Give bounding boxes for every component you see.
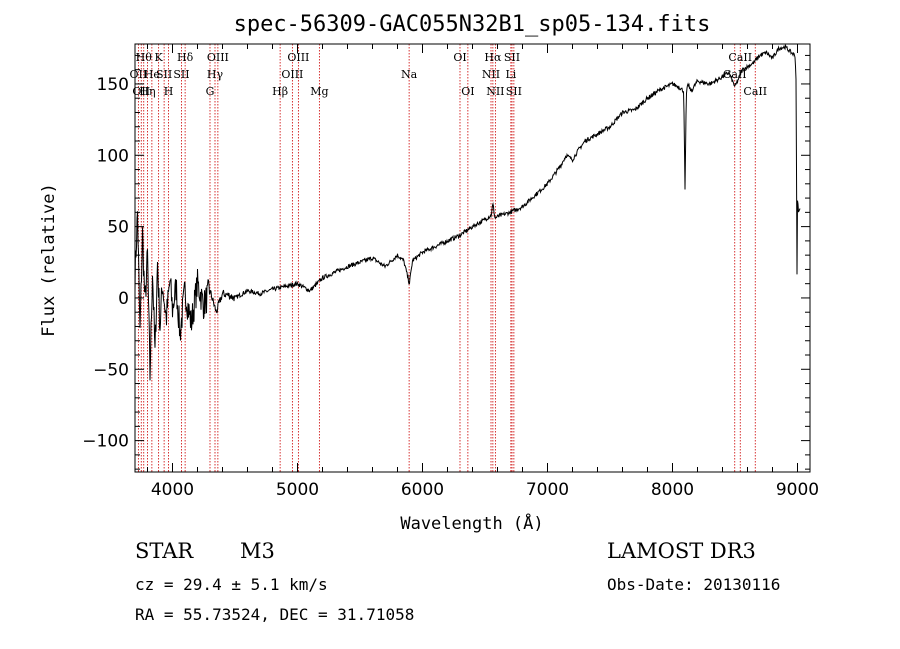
line-marker-label: Hθ (136, 51, 153, 64)
coordinates: RA = 55.73524, DEC = 31.71058 (135, 605, 415, 624)
redshift-velocity: cz = 29.4 ± 5.1 km/s (135, 575, 328, 594)
line-marker-label: NII (482, 68, 500, 81)
x-tick-label: 8000 (651, 480, 694, 500)
y-tick-label: 50 (107, 218, 129, 238)
y-axis-label: Flux (relative) (39, 183, 59, 337)
line-marker-labels: OII OII Hθ Hη He K SII H Hδ SII G Hγ OIII Hβ OIII OIII M… (130, 51, 768, 98)
flux-series-line (134, 43, 801, 381)
line-marker-label: OI (461, 85, 474, 98)
line-marker-label: G (206, 85, 215, 98)
object-subclass: M3 (240, 539, 275, 563)
line-marker-label: OII (130, 68, 148, 81)
line-marker-label: Hη (139, 85, 155, 98)
line-marker-label: K (155, 51, 164, 64)
line-marker-label: OIII (281, 68, 303, 81)
axis-tick-labels: 4000 5000 6000 7000 8000 9000 −100 −50 0 50 100 150 (82, 75, 819, 500)
line-marker-label: Na (401, 68, 418, 81)
line-markers (137, 44, 756, 472)
axis-ticks (135, 44, 810, 472)
object-class: STAR (135, 539, 194, 563)
line-marker-label: Hγ (207, 68, 224, 81)
y-tick-label: −100 (82, 432, 129, 452)
y-tick-label: 100 (97, 146, 129, 166)
line-marker-label: SII (156, 68, 172, 81)
line-marker-label: Li (505, 68, 516, 81)
line-marker-label: H (164, 85, 174, 98)
x-tick-label: 4000 (151, 480, 194, 500)
y-tick-label: 150 (97, 75, 129, 95)
line-marker-label: OIII (207, 51, 229, 64)
line-marker-label: SII (173, 68, 189, 81)
line-marker-label: OI (453, 51, 466, 64)
line-marker-label: SII (504, 51, 520, 64)
x-tick-label: 6000 (401, 480, 444, 500)
line-marker-label: NII (486, 85, 504, 98)
x-axis-label: Wavelength (Å) (400, 512, 543, 534)
y-tick-label: 0 (118, 289, 129, 309)
line-marker-label: CaII (743, 85, 767, 98)
x-tick-label: 5000 (276, 480, 319, 500)
chart-title: spec-56309-GAC055N32B1_sp05-134.fits (234, 12, 711, 37)
y-tick-label: −50 (93, 360, 129, 380)
survey-name: LAMOST DR3 (607, 539, 756, 563)
line-marker-label: CaII (723, 68, 747, 81)
line-marker-label: CaII (728, 51, 752, 64)
line-marker-label: Mg (310, 85, 328, 98)
plot-frame (134, 43, 811, 473)
line-marker-label: Hδ (177, 51, 194, 64)
x-tick-label: 7000 (526, 480, 569, 500)
line-marker-label: OIII (287, 51, 309, 64)
line-marker-label: He (144, 68, 160, 81)
line-marker-label: Hβ (272, 85, 288, 98)
x-tick-label: 9000 (776, 480, 819, 500)
line-marker-label: SII (506, 85, 522, 98)
observation-date: Obs-Date: 20130116 (607, 575, 781, 594)
line-marker-label: Hα (484, 51, 502, 64)
line-marker-label: OII (132, 85, 150, 98)
